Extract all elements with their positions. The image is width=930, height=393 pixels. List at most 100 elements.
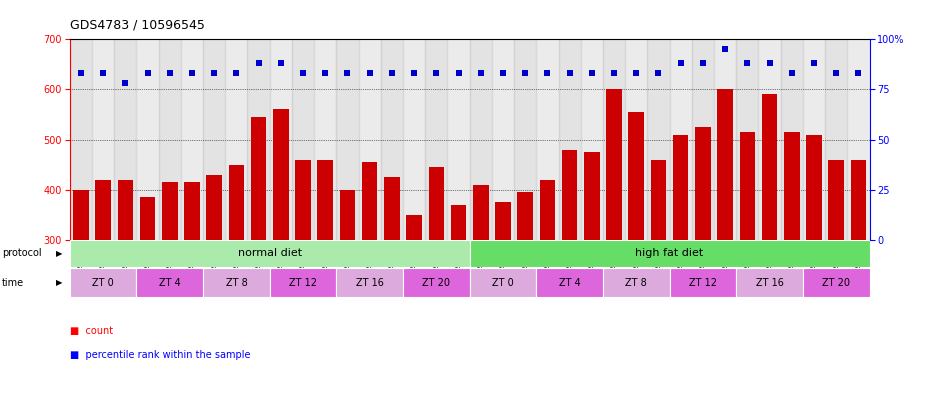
Bar (425, 39, 447, 240)
Bar (603, 39, 625, 240)
Text: protocol: protocol (2, 248, 42, 258)
Bar (492, 39, 514, 240)
Bar (206, 174, 222, 240)
Bar (203, 39, 225, 240)
Text: ZT 12: ZT 12 (289, 277, 317, 288)
Bar (314, 39, 337, 240)
Bar (270, 268, 337, 297)
Point (206, 70, 221, 77)
Text: ZT 8: ZT 8 (625, 277, 647, 288)
Text: ZT 0: ZT 0 (492, 277, 514, 288)
Bar (92, 39, 114, 240)
Text: normal diet: normal diet (238, 248, 301, 258)
Bar (537, 39, 559, 240)
Bar (559, 39, 580, 240)
Bar (517, 192, 533, 240)
Bar (784, 132, 800, 240)
Bar (117, 180, 133, 240)
Text: ZT 4: ZT 4 (159, 277, 180, 288)
Bar (495, 202, 511, 240)
Text: ZT 4: ZT 4 (559, 277, 580, 288)
Point (473, 70, 488, 77)
Bar (739, 132, 755, 240)
Bar (251, 117, 266, 240)
Point (296, 70, 311, 77)
Bar (140, 197, 155, 240)
Point (96, 70, 111, 77)
Bar (70, 39, 92, 240)
Point (496, 70, 511, 77)
Bar (380, 39, 403, 240)
Point (740, 60, 755, 66)
Bar (447, 39, 470, 240)
Bar (247, 39, 270, 240)
Bar (317, 160, 333, 240)
Text: ZT 0: ZT 0 (92, 277, 114, 288)
Bar (670, 39, 692, 240)
Bar (270, 39, 292, 240)
Bar (451, 205, 466, 240)
Bar (537, 268, 603, 297)
Bar (803, 39, 825, 240)
Bar (673, 134, 688, 240)
Bar (429, 167, 445, 240)
Text: high fat diet: high fat diet (635, 248, 704, 258)
Bar (562, 150, 578, 240)
Bar (603, 268, 670, 297)
Bar (162, 182, 178, 240)
Bar (695, 127, 711, 240)
Point (340, 70, 355, 77)
Bar (651, 160, 666, 240)
Bar (359, 39, 380, 240)
Point (763, 60, 777, 66)
Bar (114, 39, 137, 240)
Point (251, 60, 266, 66)
Bar (337, 268, 403, 297)
Bar (403, 39, 425, 240)
Point (384, 70, 399, 77)
Point (229, 70, 244, 77)
Bar (829, 160, 844, 240)
Bar (203, 268, 270, 297)
Bar (362, 162, 378, 240)
Bar (692, 39, 714, 240)
Bar (406, 215, 422, 240)
Bar (159, 39, 180, 240)
Bar (539, 180, 555, 240)
Bar (73, 190, 88, 240)
Bar (180, 39, 203, 240)
Bar (339, 190, 355, 240)
Bar (403, 268, 470, 297)
Bar (737, 268, 803, 297)
Text: ZT 20: ZT 20 (422, 277, 450, 288)
Point (629, 70, 644, 77)
Text: ▶: ▶ (56, 278, 62, 287)
Bar (70, 240, 470, 266)
Point (73, 70, 88, 77)
Bar (584, 152, 600, 240)
Bar (780, 39, 803, 240)
Point (429, 70, 444, 77)
Point (784, 70, 799, 77)
Bar (737, 39, 759, 240)
Point (540, 70, 555, 77)
Point (562, 70, 577, 77)
Bar (470, 268, 537, 297)
Text: ■  percentile rank within the sample: ■ percentile rank within the sample (70, 350, 250, 360)
Bar (580, 39, 603, 240)
Bar (647, 39, 670, 240)
Point (518, 70, 533, 77)
Bar (384, 177, 400, 240)
Text: ▶: ▶ (56, 249, 62, 258)
Text: ZT 16: ZT 16 (756, 277, 783, 288)
Point (696, 60, 711, 66)
Text: ■  count: ■ count (70, 326, 113, 336)
Bar (803, 268, 870, 297)
Bar (470, 240, 870, 266)
Bar (606, 90, 622, 240)
Bar (137, 268, 203, 297)
Bar (229, 165, 245, 240)
Point (851, 70, 866, 77)
Bar (847, 39, 870, 240)
Bar (292, 39, 314, 240)
